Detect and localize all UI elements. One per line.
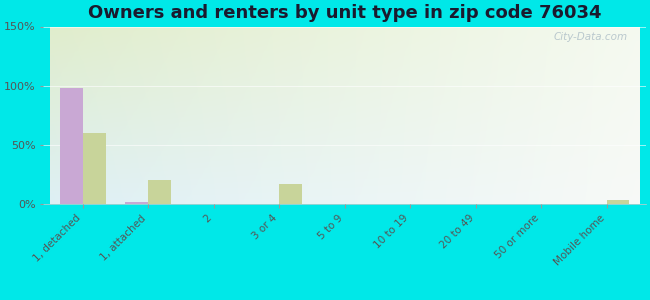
Text: City-Data.com: City-Data.com — [554, 32, 628, 42]
Bar — [148, 180, 171, 204]
Title: Owners and renters by unit type in zip code 76034: Owners and renters by unit type in zip c… — [88, 4, 601, 22]
Bar — [125, 202, 148, 204]
Bar — [83, 133, 106, 204]
Bar — [279, 184, 302, 204]
Bar — [60, 88, 83, 204]
Bar — [606, 200, 629, 204]
